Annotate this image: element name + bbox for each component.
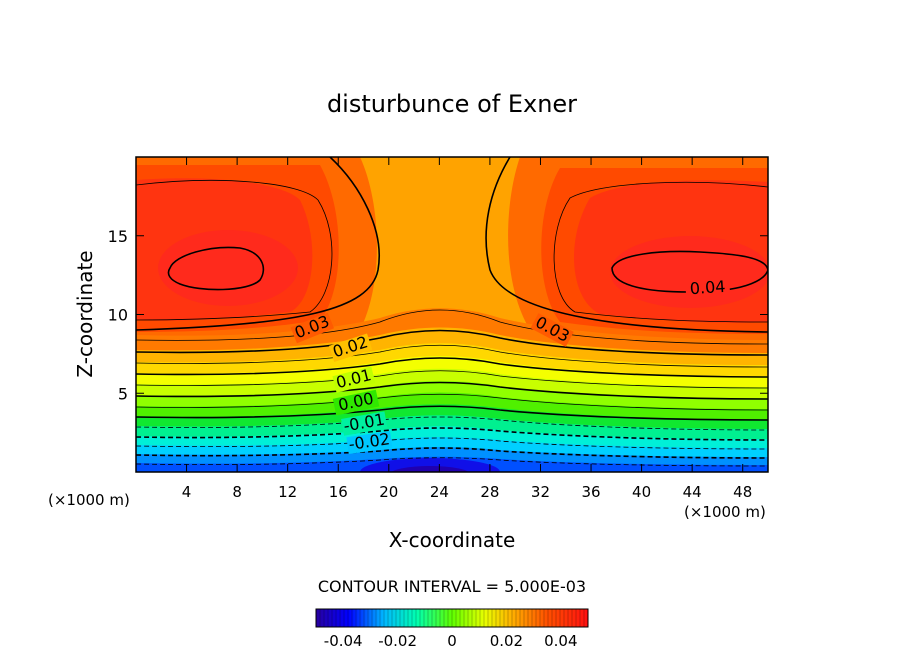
contour-0.03-left <box>136 157 380 331</box>
y-tick-label: 10 <box>108 306 128 325</box>
y-axis-title: Z-coordinate <box>73 250 97 377</box>
y-tick-label: 5 <box>118 384 128 403</box>
y-tick-label: 15 <box>108 227 128 246</box>
contour-0.03-right <box>485 157 768 333</box>
x-tick-label: 32 <box>531 483 550 501</box>
colorbar-stripes <box>315 609 589 627</box>
x-unit-label-left: (×1000 m) <box>48 491 130 509</box>
x-tick-label: 40 <box>632 483 651 501</box>
x-tick-label: 44 <box>683 483 702 501</box>
x-tick-label: 12 <box>278 483 297 501</box>
colorbar-tick-label: -0.04 <box>324 632 363 650</box>
x-tick-label: 16 <box>329 483 348 501</box>
y-axis: 5 10 15 <box>108 227 768 403</box>
x-tick-label: 4 <box>182 483 192 501</box>
x-tick-label: 48 <box>733 483 752 501</box>
colorbar: -0.04 -0.02 0 0.02 0.04 <box>315 608 589 650</box>
colorbar-gradient <box>315 608 589 628</box>
x-axis-title: X-coordinate <box>389 528 516 552</box>
contour-interval-text: CONTOUR INTERVAL = 5.000E-03 <box>318 577 586 596</box>
x-axis: 4 8 12 16 20 24 28 32 36 40 44 48 <box>182 157 752 501</box>
colorbar-tick-label: -0.02 <box>378 632 417 650</box>
colorbar-tick-label: 0 <box>447 632 457 650</box>
x-tick-label: 36 <box>581 483 600 501</box>
colorbar-ticks: -0.04 -0.02 0 0.02 0.04 <box>324 632 578 650</box>
x-tick-label: 8 <box>232 483 242 501</box>
contour-label: 0.04 <box>689 277 726 298</box>
contour-0.04-left <box>167 246 265 291</box>
colorbar-tick-label: 0.02 <box>490 632 523 650</box>
x-tick-label: 24 <box>430 483 449 501</box>
x-tick-label: 28 <box>480 483 499 501</box>
x-tick-label: 20 <box>379 483 398 501</box>
colorbar-tick-label: 0.04 <box>544 632 577 650</box>
chart-title: disturbunce of Exner <box>327 90 577 118</box>
x-unit-label-right: (×1000 m) <box>684 503 766 521</box>
contour-fill <box>136 157 768 472</box>
